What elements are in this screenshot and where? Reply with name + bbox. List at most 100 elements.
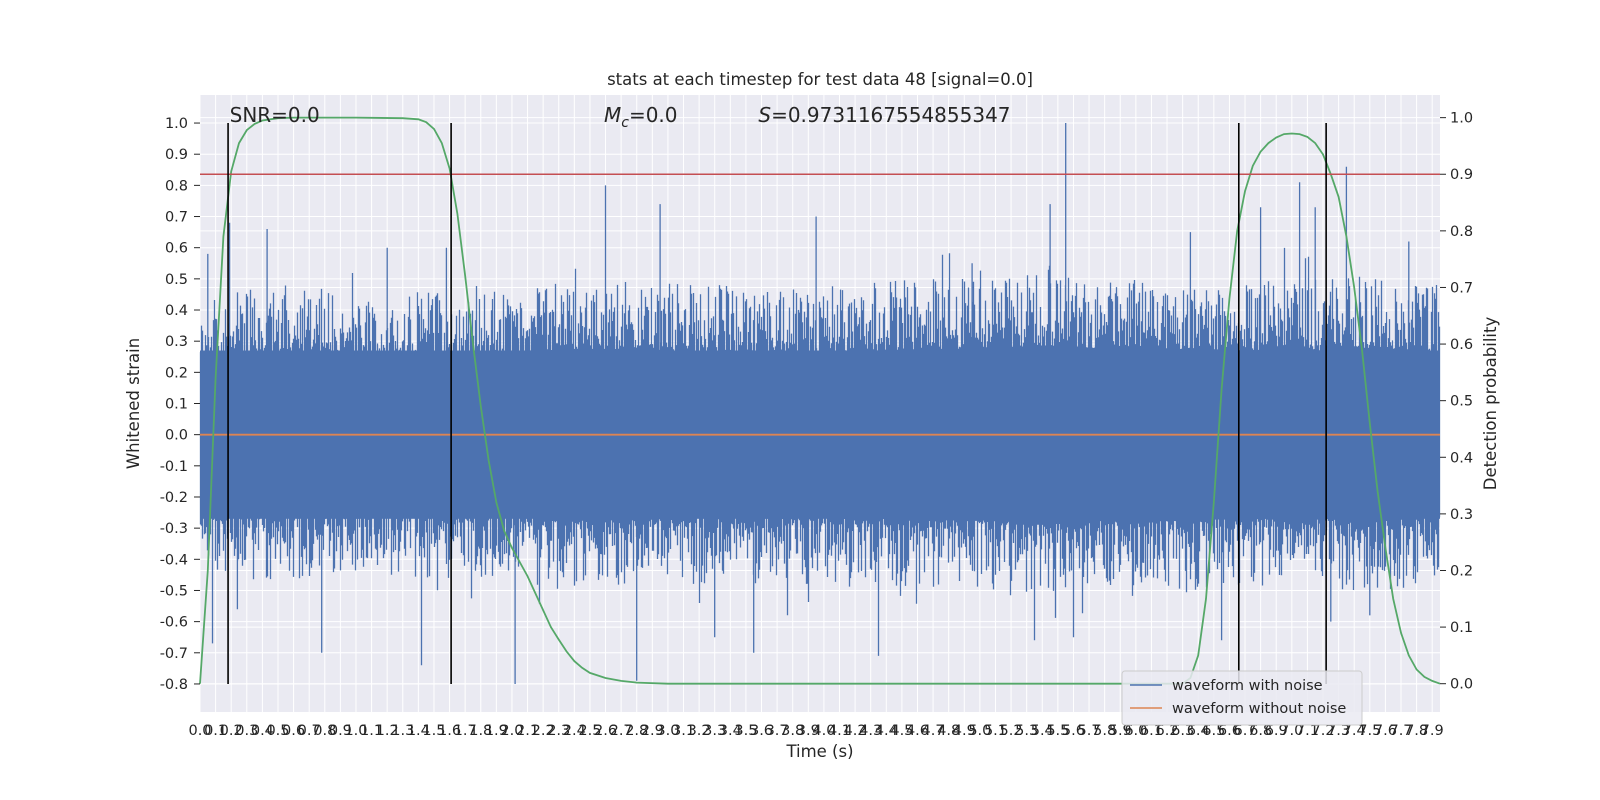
y2-tick-label: 0.7 [1450, 280, 1473, 296]
x-tick-label: 6.5 [1202, 723, 1225, 739]
legend: waveform with noise waveform without noi… [1121, 670, 1363, 726]
x-tick-label: 4.7 [922, 723, 945, 739]
x-tick-label: 1.7 [454, 723, 477, 739]
chart-title: stats at each timestep for test data 48 … [607, 70, 1033, 89]
y-tick-label: 0.6 [165, 241, 188, 257]
x-tick-label: 5.0 [968, 723, 991, 739]
x-tick-label: 7.6 [1374, 723, 1397, 739]
y-tick-label: 0.9 [165, 147, 188, 163]
y-tick-label: -0.5 [160, 583, 188, 599]
y-tick-label: 0.7 [165, 210, 188, 226]
snr-annotation: SNR=0.0 [230, 103, 320, 127]
x-tick-label: 2.5 [578, 723, 601, 739]
y-tick-label: 0.3 [165, 334, 188, 350]
y-tick-label: 0.4 [165, 303, 188, 319]
event-markers [227, 123, 1327, 684]
x-tick-label: 1.8 [469, 723, 492, 739]
x-tick-label: 4.8 [937, 723, 960, 739]
x-tick-label: 4.3 [859, 723, 882, 739]
y-axis-ticks: -0.8 -0.7 -0.6 -0.5 -0.4 -0.3 -0.2 -0.1 0.0 0.1 0.… [160, 116, 200, 693]
x-tick-label: 1.1 [360, 723, 383, 739]
detection-probability-line [199, 116, 1441, 685]
x-tick-label: 2.4 [563, 723, 586, 739]
x-axis-label: Time (s) [785, 742, 853, 761]
chirp-mass-subscript: c [621, 115, 629, 131]
x-tick-label: 1.0 [344, 723, 367, 739]
x-tick-label: 6.7 [1234, 723, 1257, 739]
x-tick-label: 0.8 [313, 723, 336, 739]
x-tick-label: 3.4 [719, 723, 742, 739]
x-tick-label: 0.0 [188, 723, 211, 739]
x-tick-label: 6.9 [1265, 723, 1288, 739]
x-tick-label: 6.6 [1218, 723, 1241, 739]
x-tick-label: 3.0 [656, 723, 679, 739]
x-tick-label: 5.9 [1109, 723, 1132, 739]
x-tick-label: 6.1 [1140, 723, 1163, 739]
x-tick-label: 1.5 [422, 723, 445, 739]
x-tick-label: 6.8 [1249, 723, 1272, 739]
x-tick-label: 3.5 [734, 723, 757, 739]
y-tick-label: -0.2 [160, 490, 188, 506]
chirp-mass-symbol: M [604, 103, 621, 127]
y-tick-label: -0.1 [160, 459, 188, 475]
x-tick-label: 7.0 [1280, 723, 1303, 739]
x-tick-label: 3.2 [688, 723, 711, 739]
y-tick-label: -0.3 [160, 521, 188, 537]
y2-tick-label: 0.4 [1450, 450, 1473, 466]
x-tick-label: 0.4 [251, 723, 274, 739]
legend-label-noise: waveform with noise [1172, 678, 1323, 694]
x-tick-label: 3.1 [672, 723, 695, 739]
x-tick-label: 2.3 [547, 723, 570, 739]
y2-tick-label: 1.0 [1450, 111, 1473, 127]
y2-tick-label: 0.3 [1450, 507, 1473, 523]
x-tick-label: 0.2 [220, 723, 243, 739]
noise-trace [199, 123, 1441, 684]
y-tick-label: 0.1 [165, 397, 188, 413]
x-tick-label: 2.6 [594, 723, 617, 739]
x-tick-label: 3.8 [781, 723, 804, 739]
series-lines [199, 116, 1441, 685]
x-tick-label: 3.3 [703, 723, 726, 739]
y2-tick-label: 0.9 [1450, 167, 1473, 183]
chirp-mass-annotation: Mc=0.0 [604, 103, 678, 131]
x-tick-label: 2.0 [500, 723, 523, 739]
annotations: SNR=0.0 Mc=0.0 S=0.9731167554855347 [230, 103, 1011, 131]
x-tick-label: 7.3 [1327, 723, 1350, 739]
y2-tick-label: 0.1 [1450, 620, 1473, 636]
x-tick-label: 3.6 [750, 723, 773, 739]
x-tick-label: 0.3 [235, 723, 258, 739]
y2-axis-ticks: 0.0 0.1 0.2 0.3 0.4 0.5 0.6 0.7 0.8 0.9 1.0 [1440, 111, 1473, 693]
y-tick-label: -0.8 [160, 677, 188, 693]
x-tick-label: 0.7 [298, 723, 321, 739]
x-tick-label: 5.4 [1031, 723, 1054, 739]
y2-tick-label: 0.8 [1450, 224, 1473, 240]
x-tick-label: 7.5 [1358, 723, 1381, 739]
y2-tick-label: 0.6 [1450, 337, 1473, 353]
x-tick-label: 2.1 [516, 723, 539, 739]
x-tick-label: 1.9 [485, 723, 508, 739]
x-tick-label: 7.4 [1343, 723, 1366, 739]
x-tick-label: 5.6 [1062, 723, 1085, 739]
y2-axis-label: Detection probability [1481, 317, 1500, 491]
x-tick-label: 0.1 [204, 723, 227, 739]
legend-label-clean: waveform without noise [1172, 701, 1346, 717]
x-tick-label: 0.9 [329, 723, 352, 739]
x-tick-label: 5.3 [1015, 723, 1038, 739]
x-tick-label: 5.5 [1046, 723, 1069, 739]
x-tick-label: 5.7 [1078, 723, 1101, 739]
x-tick-label: 6.4 [1187, 723, 1210, 739]
x-tick-label: 4.2 [844, 723, 867, 739]
x-tick-label: 2.2 [532, 723, 555, 739]
y-tick-label: 1.0 [165, 116, 188, 132]
x-tick-label: 4.9 [953, 723, 976, 739]
x-tick-label: 3.7 [766, 723, 789, 739]
x-tick-label: 4.4 [875, 723, 898, 739]
x-tick-label: 7.8 [1405, 723, 1428, 739]
x-tick-label: 5.1 [984, 723, 1007, 739]
y-tick-label: -0.7 [160, 646, 188, 662]
x-tick-label: 4.0 [812, 723, 835, 739]
y-tick-label: 0.2 [165, 365, 188, 381]
x-tick-label: 4.5 [890, 723, 913, 739]
x-tick-label: 7.9 [1421, 723, 1444, 739]
